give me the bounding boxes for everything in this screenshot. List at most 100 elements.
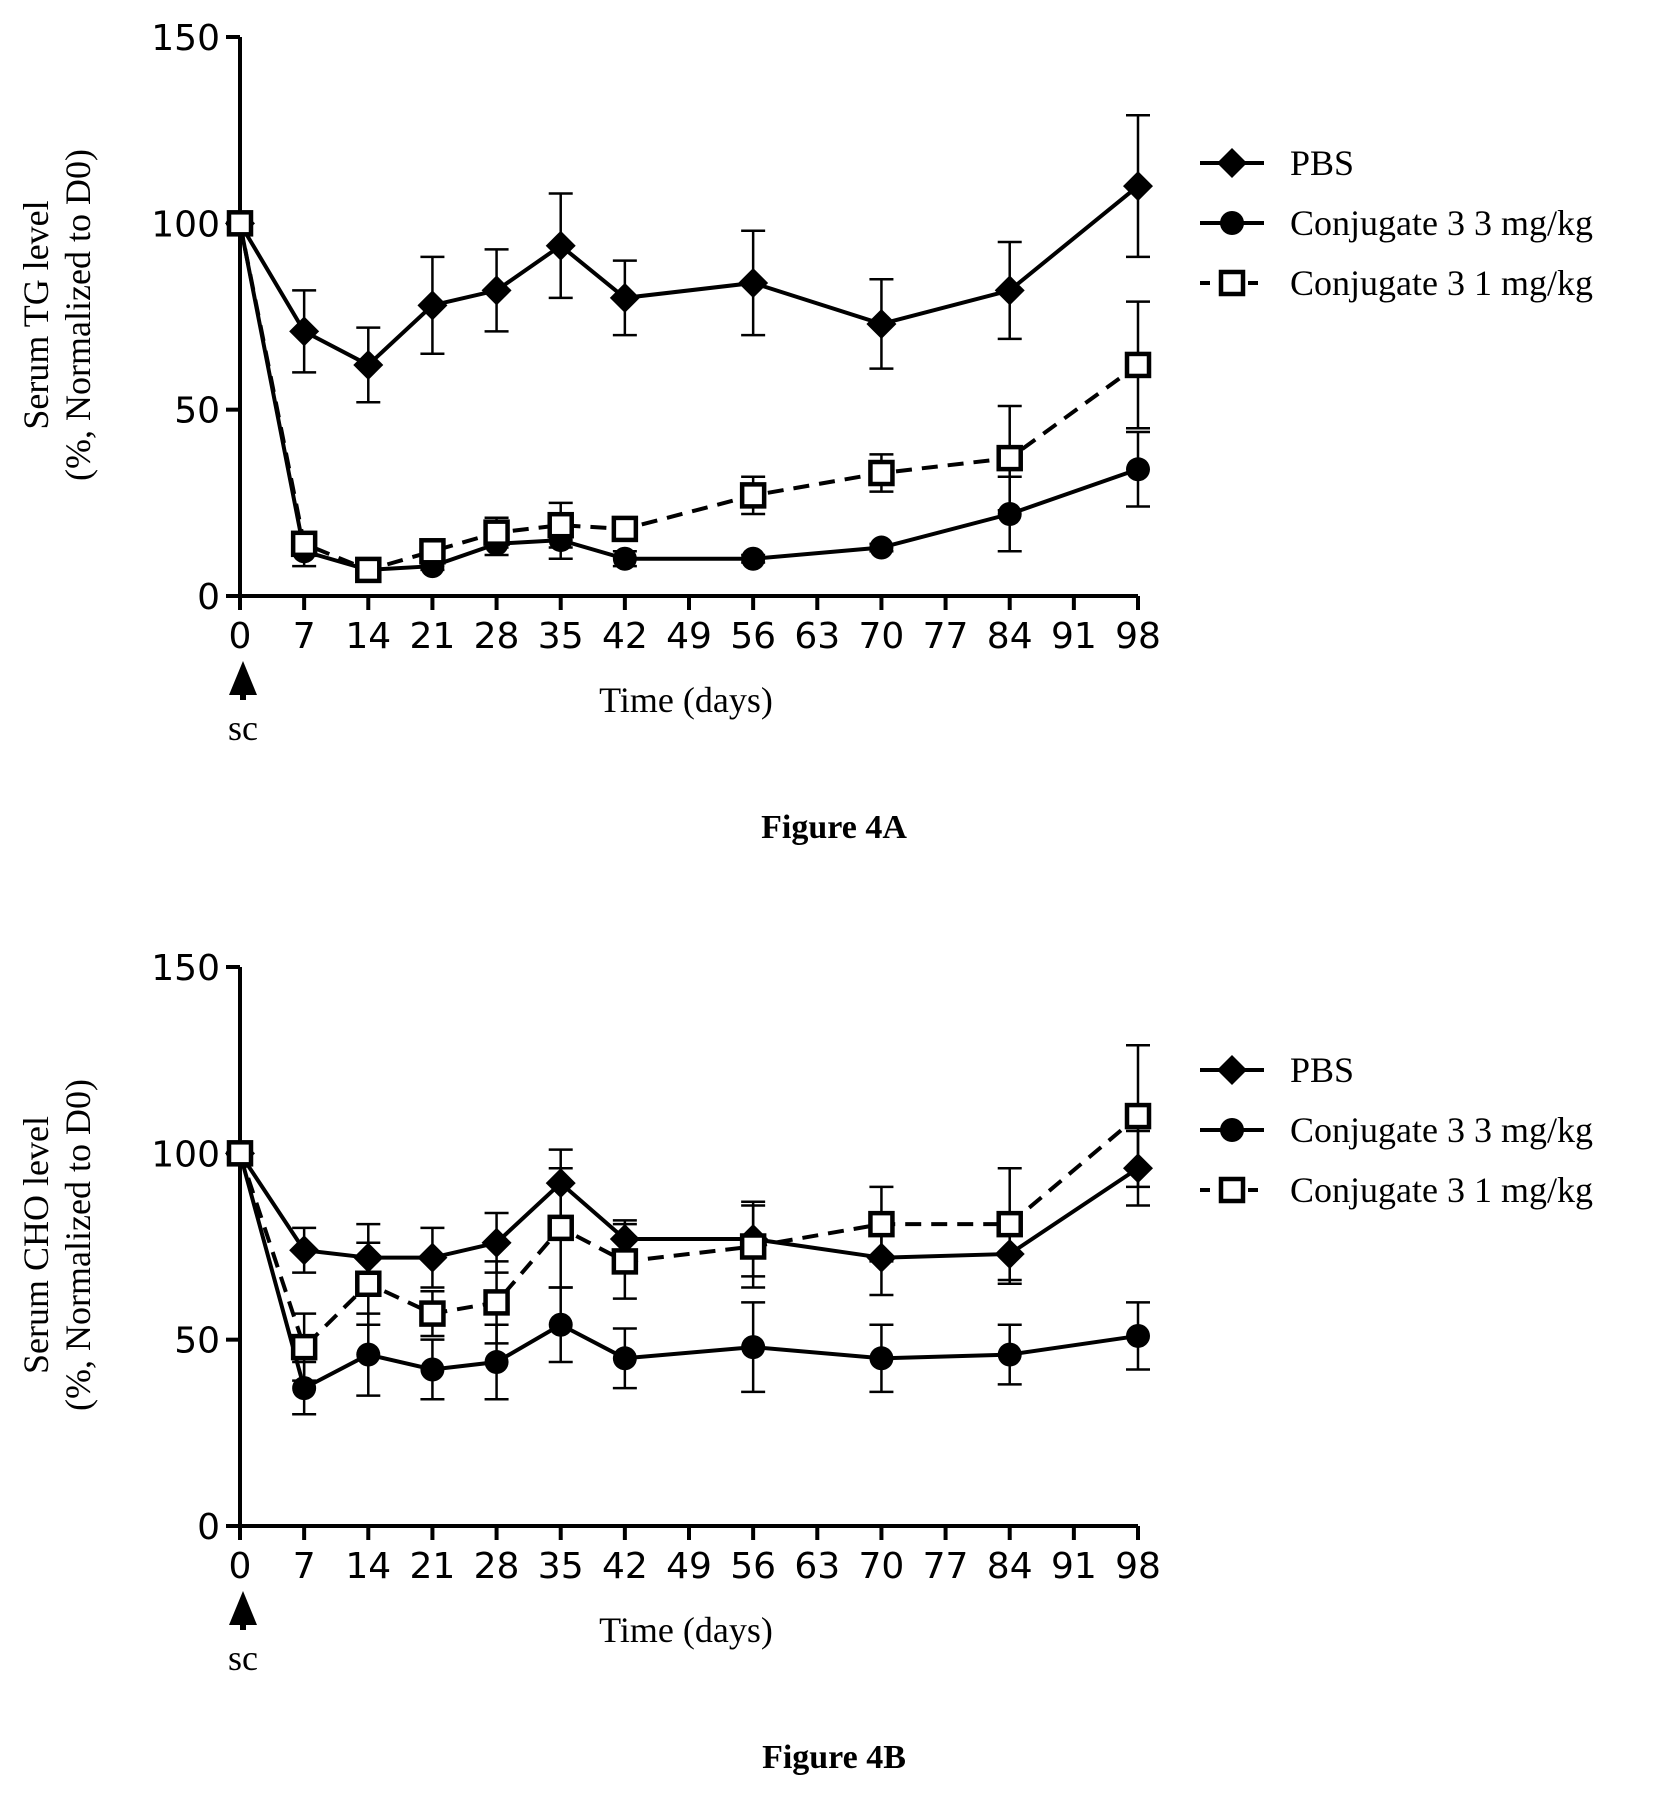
x-tick-label: 84 [987,1546,1033,1587]
legend: PBS Conjugate 3 3 mg/kg Conjugate 3 1 mg/k… [1200,1050,1593,1210]
data-point [419,1300,446,1327]
x-tick-label: 63 [794,1546,840,1587]
x-tick-label: 77 [923,1546,969,1587]
x-tick-label: 0 [229,1546,252,1587]
y-tick-label: 50 [174,391,220,432]
legend-marker-icon [1220,1118,1244,1142]
x-tick-label: 77 [923,616,969,657]
x-tick-label: 98 [1115,616,1161,657]
data-point [417,1242,448,1273]
x-axis-label: Time (days) [599,1610,773,1650]
dosing-route-label: sc [228,1638,258,1678]
x-tick-label: 42 [602,616,648,657]
x-tick-label: 70 [859,616,905,657]
y-axis-label-line-2: (%, Normalized to D0) [58,149,98,481]
y-tick-label: 0 [197,577,220,618]
data-point [355,1270,382,1298]
legend-label: Conjugate 3 3 mg/kg [1290,203,1593,243]
data-point [869,535,894,560]
data-point [1126,1323,1150,1348]
x-tick-label: 21 [410,616,456,657]
legend-entry: PBS [1200,143,1354,183]
series-diamond [225,114,1153,404]
data-point [1124,1102,1152,1130]
x-tick-label: 70 [859,1546,905,1587]
series-circle [228,211,1150,582]
data-point [741,1335,766,1360]
x-tick-label: 63 [794,616,840,657]
y-tick-label: 50 [174,1321,220,1362]
legend: PBS Conjugate 3 3 mg/kg Conjugate 3 1 mg/k… [1200,143,1593,303]
x-tick-label: 91 [1051,1546,1097,1587]
data-point [869,1346,894,1371]
data-point [612,546,637,571]
x-axis-label: Time (days) [599,680,773,720]
data-point [868,1210,895,1238]
data-point [481,275,512,306]
y-tick-label: 150 [151,18,220,59]
dosing-arrow-icon [229,661,257,700]
legend-label: Conjugate 3 3 mg/kg [1290,1110,1593,1150]
data-point [609,282,640,313]
data-point [292,1376,317,1401]
x-tick-label: 84 [987,616,1033,657]
y-axis-label-line-1: Serum TG level [16,200,56,429]
chart-panel-4a: Serum TG level (%, Normalized to D0) 0 50… [16,18,1593,846]
data-point [996,444,1023,472]
y-tick-label: 100 [151,1134,220,1175]
data-point [996,1210,1023,1238]
y-tick-label: 150 [151,948,220,989]
series-square-open [226,210,1152,584]
figure-caption: Figure 4A [761,809,907,846]
data-point [545,230,576,261]
y-axis-label: Serum CHO level (%, Normalized to D0) [16,1079,98,1411]
data-point [226,210,254,237]
data-point [866,308,897,339]
y-tick-label: 0 [197,1507,220,1548]
series-line [238,222,1140,573]
data-point [548,1312,573,1337]
legend-label: Conjugate 3 1 mg/kg [1290,1170,1593,1210]
x-tick-label: 7 [293,616,316,657]
data-point [290,530,318,558]
y-tick-label: 100 [151,204,220,245]
legend-label: Conjugate 3 1 mg/kg [1290,263,1593,303]
data-point [289,316,320,347]
legend-label: PBS [1290,1050,1354,1090]
data-point [611,515,639,543]
data-point [355,556,382,584]
data-point [741,546,766,571]
data-point [290,1333,318,1361]
data-point [420,1357,445,1382]
x-tick-label: 0 [229,616,252,657]
dosing-arrow-icon [229,1591,257,1630]
data-point [483,519,510,546]
data-point [356,1342,381,1367]
figure-caption: Figure 4B [762,1739,906,1776]
legend-entry: Conjugate 3 3 mg/kg [1200,203,1593,243]
x-tick-label: 35 [538,1546,584,1587]
data-point [481,1227,512,1258]
legend-marker-icon [1218,1176,1246,1204]
x-tick-label: 98 [1115,1546,1161,1587]
series-circle [228,1141,1150,1416]
x-tick-label: 28 [474,1546,520,1587]
legend-label: PBS [1290,143,1354,183]
legend-entry: Conjugate 3 3 mg/kg [1200,1110,1593,1150]
data-point [611,1248,639,1275]
legend-entry: Conjugate 3 1 mg/kg [1200,263,1593,303]
series-square-open [226,1044,1152,1382]
x-tick-label: 14 [345,616,391,657]
data-point [1126,457,1150,482]
x-tick-label: 42 [602,1546,648,1587]
x-tick-label: 91 [1051,616,1097,657]
data-point [289,1235,320,1266]
data-point [739,1233,767,1260]
data-point [547,1214,574,1242]
data-point [997,1342,1022,1367]
data-point [484,1350,509,1375]
x-tick-label: 21 [410,1546,456,1587]
